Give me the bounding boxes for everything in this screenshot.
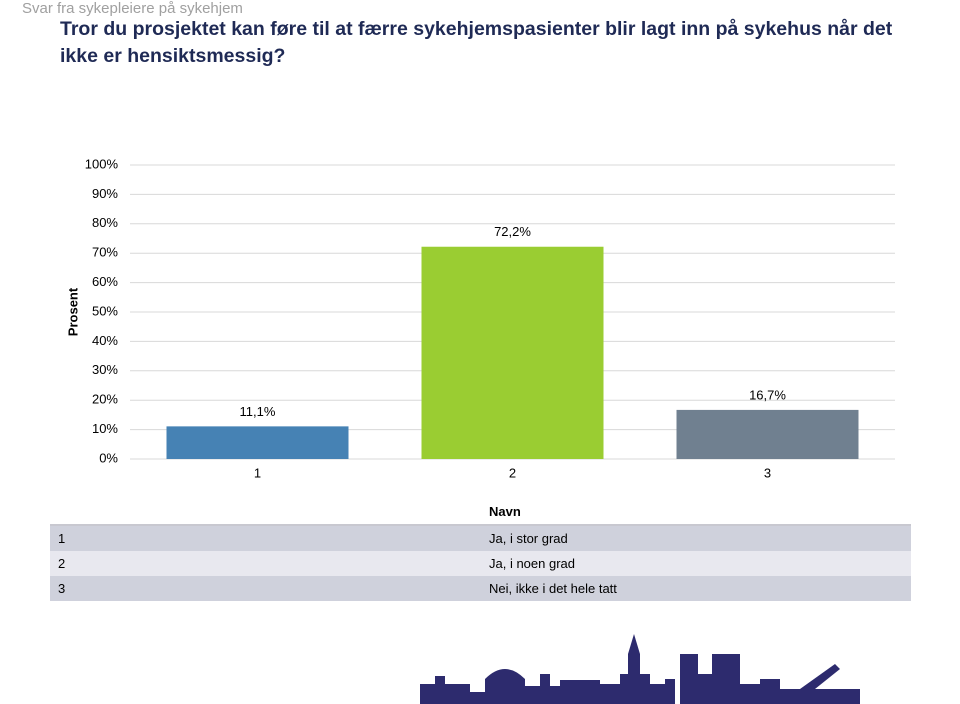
table-row: 3 Nei, ikke i det hele tatt: [50, 576, 911, 601]
table-cell: 3: [58, 581, 66, 596]
data-label: 11,1%: [240, 404, 276, 419]
x-tick-label: 1: [254, 465, 261, 480]
chart-title: Tror du prosjektet kan føre til at færre…: [60, 18, 893, 67]
y-tick-label: 30%: [92, 362, 118, 377]
bar: [166, 426, 349, 459]
header: Svar fra sykepleiere på sykehjem: [22, 0, 243, 17]
y-tick-label: 60%: [92, 274, 118, 289]
y-tick-label: 70%: [92, 245, 118, 260]
x-tick-label: 3: [764, 465, 771, 480]
x-tick-label: 2: [509, 465, 516, 480]
table-row: 2 Ja, i noen grad: [50, 551, 911, 576]
table-row: 1 Ja, i stor grad: [50, 526, 911, 551]
table-cell: Nei, ikke i det hele tatt: [489, 581, 617, 596]
skyline: [420, 634, 860, 704]
table-body: 1 Ja, i stor grad 2 Ja, i noen grad 3 Nei, ik…: [50, 526, 911, 601]
data-label: 16,7%: [749, 387, 786, 402]
chart: Prosent 0% 10% 20% 30% 40% 50% 60% 70% 80% 90% 100…: [65, 156, 895, 480]
data-label: 72,2%: [494, 224, 531, 239]
table-cell: Ja, i stor grad: [489, 531, 568, 546]
y-tick-label: 20%: [92, 392, 118, 407]
table-cell: Ja, i noen grad: [489, 556, 576, 571]
y-axis-label: Prosent: [65, 287, 80, 336]
y-tick-label: 40%: [92, 333, 118, 348]
y-tick-label: 0%: [99, 450, 118, 465]
y-tick-label: 100%: [85, 156, 119, 171]
bar: [421, 246, 604, 459]
y-tick-label: 90%: [92, 186, 118, 201]
table-header: Navn: [50, 500, 911, 526]
y-tick-label: 80%: [92, 215, 118, 230]
bar: [676, 409, 859, 459]
table-cell: 2: [58, 556, 66, 571]
table-cell: 1: [58, 531, 66, 546]
y-tick-label: 50%: [92, 303, 118, 318]
table: Navn 1 Ja, i stor grad 2 Ja, i noen grad 3 Ne…: [50, 500, 911, 601]
y-tick-label: 10%: [92, 421, 118, 436]
